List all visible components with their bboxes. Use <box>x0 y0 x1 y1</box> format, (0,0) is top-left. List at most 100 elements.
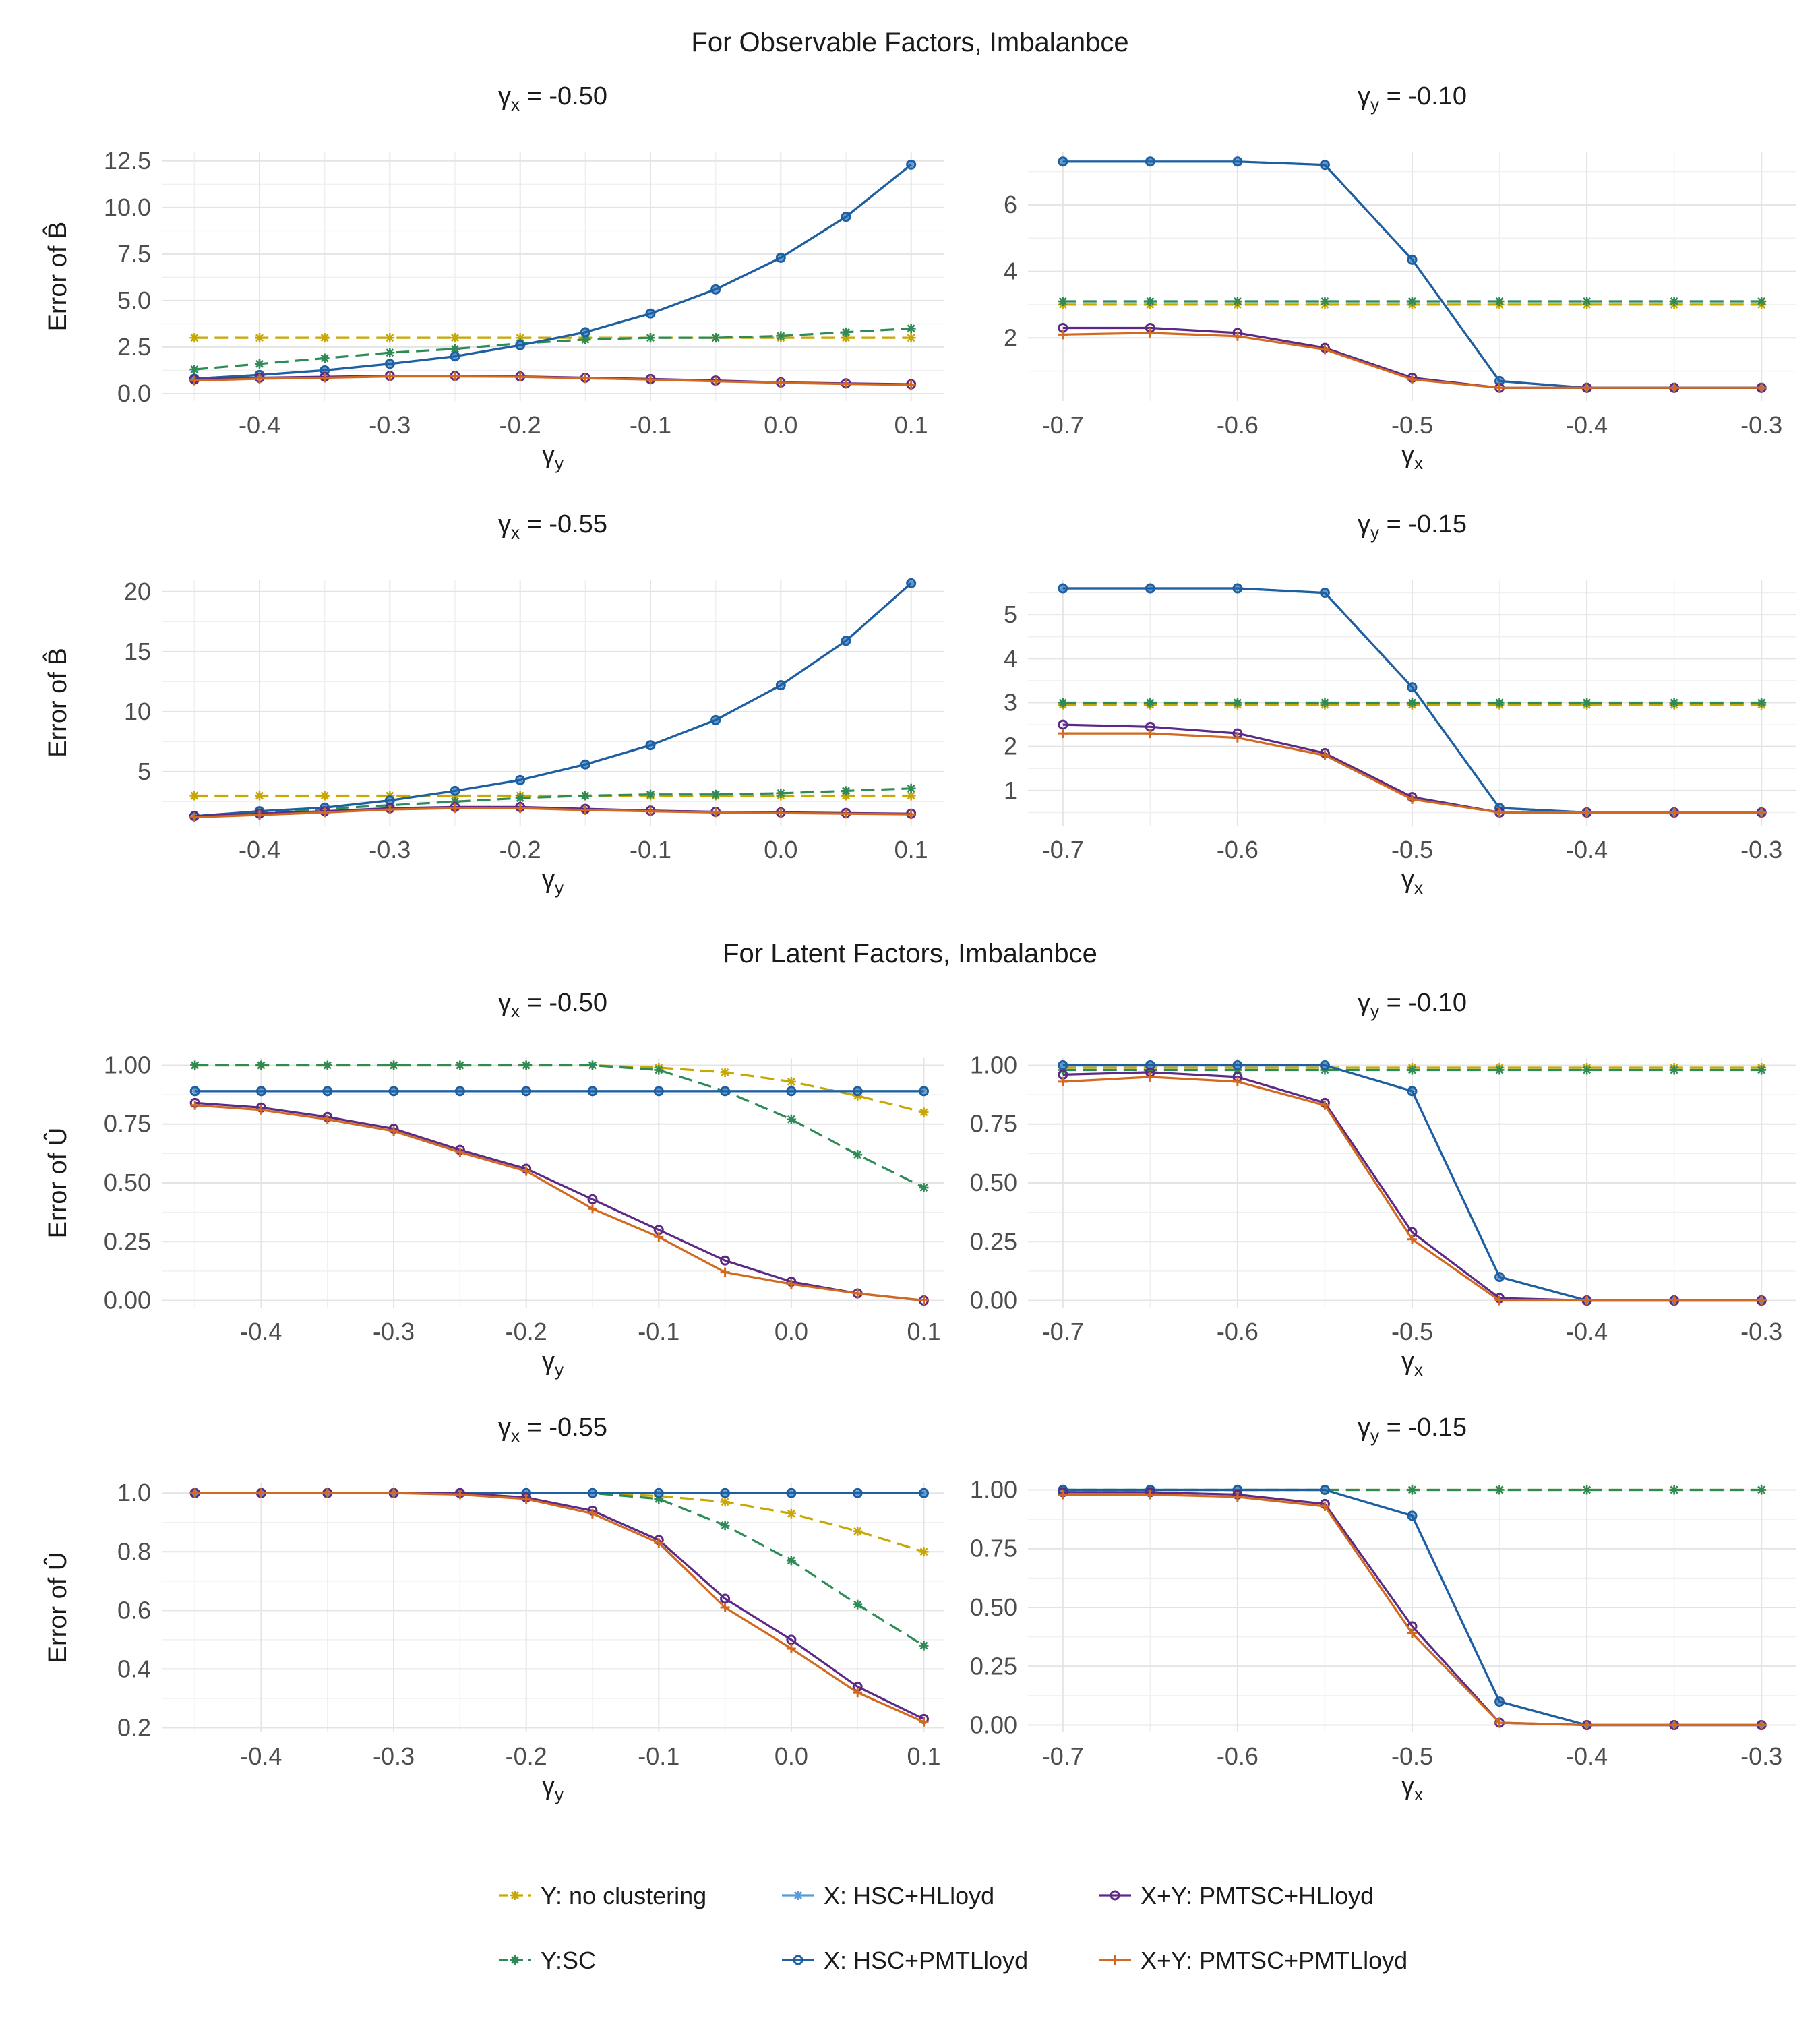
data-point-x-hsc-pmtlloyd <box>1407 1510 1418 1521</box>
data-point-x-hsc-pmtlloyd <box>1145 1060 1155 1070</box>
y-axis-label: Error of Û <box>42 1128 72 1239</box>
data-point-x-hsc-pmtlloyd <box>775 680 786 691</box>
data-point-x-y-pmtsc-pmtlloyd <box>1582 383 1592 393</box>
data-point-x-hsc-pmtlloyd <box>1319 1060 1330 1070</box>
data-point-x-y-pmtsc-pmtlloyd <box>1145 729 1155 739</box>
data-point-x-y-pmtsc-pmtlloyd <box>1145 1072 1155 1082</box>
data-point-x-y-pmtsc-hlloyd <box>786 1634 797 1645</box>
data-point-y-sc <box>646 789 655 799</box>
y-tick-label: 0.2 <box>117 1713 151 1741</box>
data-point-x-y-pmtsc-pmtlloyd <box>1320 1100 1330 1110</box>
data-point-x-hsc-pmtlloyd <box>1145 156 1155 167</box>
x-tick-label: -0.4 <box>1566 836 1608 863</box>
data-point-x-hsc-pmtlloyd <box>515 340 526 350</box>
data-point-x-hsc-pmtlloyd <box>521 1086 532 1097</box>
data-point-y-sc <box>389 1060 399 1070</box>
data-point-y-sc <box>786 1556 796 1566</box>
y-tick-label: 0.75 <box>104 1110 151 1138</box>
data-point-x-y-pmtsc-pmtlloyd <box>521 1166 531 1176</box>
data-point-y-sc <box>853 1150 863 1160</box>
x-tick-label: -0.3 <box>1740 1318 1782 1345</box>
data-point-y-sc <box>1407 1485 1417 1495</box>
data-point-x-y-pmtsc-pmtlloyd <box>1232 1076 1242 1086</box>
data-point-y-sc <box>320 353 330 363</box>
x-tick-label: -0.2 <box>499 836 541 863</box>
data-point-y-sc <box>853 1599 863 1610</box>
data-point-x-y-pmtsc-pmtlloyd <box>776 377 786 388</box>
data-point-y-sc <box>1757 1485 1767 1495</box>
data-point-y-no-clustering <box>841 333 851 343</box>
y-tick-label: 0.00 <box>970 1287 1017 1314</box>
x-tick-label: 0.1 <box>907 1318 940 1345</box>
panel-title-subscript: y <box>1370 1001 1379 1021</box>
x-tick-label: -0.5 <box>1391 411 1433 439</box>
data-point-x-y-pmtsc-pmtlloyd <box>450 803 460 814</box>
data-point-y-sc <box>1582 1485 1592 1495</box>
legend-item-1: Y: no clustering <box>499 1882 706 1909</box>
y-tick-label: 0.0 <box>117 379 151 407</box>
data-point-x-hsc-pmtlloyd <box>587 1086 598 1097</box>
data-point-y-sc <box>580 791 590 801</box>
y-tick-label: 0.00 <box>970 1711 1017 1739</box>
data-point-x-y-pmtsc-pmtlloyd <box>906 379 916 390</box>
data-point-x-y-pmtsc-pmtlloyd <box>1669 1720 1679 1730</box>
data-point-x-hsc-pmtlloyd <box>587 1488 598 1498</box>
legend-item-3: X: HSC+HLloyd <box>782 1882 994 1909</box>
data-point-x-hsc-pmtlloyd <box>450 351 460 362</box>
data-point-y-sc <box>515 793 525 803</box>
data-point-y-no-clustering <box>189 791 200 801</box>
data-point-x-y-pmtsc-pmtlloyd <box>1582 807 1592 818</box>
data-point-x-y-pmtsc-pmtlloyd <box>189 812 200 822</box>
data-point-y-sc <box>654 1065 664 1075</box>
x-tick-label: -0.4 <box>1566 411 1608 439</box>
data-point-x-hsc-hlloyd <box>919 1086 929 1096</box>
data-point-y-no-clustering <box>515 333 525 343</box>
data-point-x-y-pmtsc-pmtlloyd <box>1407 1234 1417 1244</box>
x-tick-label: -0.2 <box>506 1318 547 1345</box>
data-point-y-sc <box>1669 297 1679 306</box>
x-tick-label: 0.0 <box>764 836 797 863</box>
panel-3: -0.4 -0.3 -0.2 -0.1 0.0 0.1 5 10 15 20 γx = -0.55 γ… <box>42 510 944 898</box>
y-axis-label: Error of B̂ <box>42 648 72 758</box>
data-point-y-sc <box>189 365 200 375</box>
legend-key-marker <box>510 1955 520 1965</box>
legend-item-4: X: HSC+PMTLloyd <box>782 1947 1028 1974</box>
data-point-y-sc <box>1232 698 1242 708</box>
section-title-observable: For Observable Factors, Imbalanbce <box>691 28 1128 57</box>
data-point-x-hsc-pmtlloyd <box>1407 254 1418 265</box>
data-point-y-sc <box>1582 698 1592 708</box>
data-point-x-y-pmtsc-pmtlloyd <box>189 375 200 386</box>
panel-title-value: = -0.10 <box>1379 82 1467 111</box>
data-point-x-y-pmtsc-pmtlloyd <box>1058 330 1068 340</box>
x-axis-label-subscript: x <box>1414 878 1423 898</box>
y-tick-label: 0.4 <box>117 1655 151 1682</box>
data-point-y-sc <box>1494 698 1505 708</box>
x-tick-label: 0.0 <box>775 1742 808 1770</box>
x-tick-label: -0.4 <box>240 1742 282 1770</box>
data-point-x-y-pmtsc-pmtlloyd <box>1232 331 1242 341</box>
y-axis-label: Error of Û <box>42 1552 72 1663</box>
x-tick-label: -0.5 <box>1391 1318 1433 1345</box>
data-point-x-y-pmtsc-pmtlloyd <box>587 1204 597 1214</box>
x-axis-label: γx <box>1401 865 1423 898</box>
data-point-y-sc <box>654 1494 664 1504</box>
data-point-x-y-pmtsc-pmtlloyd <box>853 1289 863 1299</box>
data-point-x-hsc-pmtlloyd <box>841 212 851 222</box>
series-line-x-y-pmtsc-pmtlloyd <box>195 1104 924 1302</box>
y-tick-label: 5 <box>1004 601 1017 628</box>
data-point-y-sc <box>1058 297 1068 306</box>
data-point-x-hsc-pmtlloyd <box>322 1086 333 1097</box>
x-tick-label: -0.3 <box>1740 411 1782 439</box>
data-point-x-y-pmtsc-pmtlloyd <box>1232 1492 1242 1502</box>
y-tick-label: 4 <box>1004 644 1017 672</box>
data-point-x-y-pmtsc-pmtlloyd <box>1582 1295 1592 1306</box>
data-point-x-hsc-pmtlloyd <box>653 1488 664 1498</box>
x-tick-label: -0.1 <box>638 1318 679 1345</box>
data-point-x-y-pmtsc-pmtlloyd <box>1757 1295 1767 1306</box>
data-point-y-sc <box>1669 698 1679 708</box>
data-point-x-y-pmtsc-pmtlloyd <box>841 809 851 819</box>
data-point-x-hsc-pmtlloyd <box>775 252 786 263</box>
panel-title: γy = -0.10 <box>1358 989 1467 1021</box>
data-point-x-y-pmtsc-pmtlloyd <box>1494 1295 1505 1306</box>
legend-item-5: X+Y: PMTSC+HLloyd <box>1099 1882 1374 1909</box>
